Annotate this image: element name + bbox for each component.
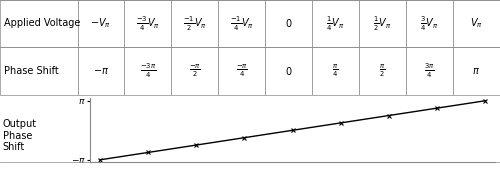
Bar	[265, 0, 312, 47]
Bar	[78, 47, 124, 95]
Text: $0$: $0$	[285, 17, 292, 30]
Bar	[0, 47, 78, 95]
Bar	[312, 0, 359, 47]
Text: $\frac{-\pi}{4}$: $\frac{-\pi}{4}$	[236, 63, 248, 79]
Bar	[406, 0, 452, 47]
Bar	[218, 47, 265, 95]
Text: $\frac{\pi}{4}$: $\frac{\pi}{4}$	[332, 63, 338, 79]
Text: $-\pi$: $-\pi$	[93, 66, 109, 76]
Bar	[312, 47, 359, 95]
Bar	[172, 47, 218, 95]
Text: $V_{\pi}$: $V_{\pi}$	[470, 17, 482, 30]
Text: $\frac{1}{4}V_{\pi}$: $\frac{1}{4}V_{\pi}$	[326, 14, 344, 33]
Text: $\frac{-1}{4}V_{\pi}$: $\frac{-1}{4}V_{\pi}$	[230, 14, 254, 33]
Text: Output
Phase
Shift: Output Phase Shift	[2, 119, 36, 152]
Bar	[452, 47, 500, 95]
Bar	[265, 47, 312, 95]
Bar	[124, 0, 172, 47]
Bar	[452, 0, 500, 47]
Bar	[172, 0, 218, 47]
Text: $\frac{3\pi}{4}$: $\frac{3\pi}{4}$	[424, 62, 434, 80]
Text: $\frac{-1}{2}V_{\pi}$: $\frac{-1}{2}V_{\pi}$	[182, 14, 207, 33]
Bar	[0, 0, 78, 47]
Text: $\frac{-3\pi}{4}$: $\frac{-3\pi}{4}$	[140, 62, 156, 80]
Text: $\frac{\pi}{2}$: $\frac{\pi}{2}$	[379, 63, 386, 79]
Bar	[124, 47, 172, 95]
Text: Applied Voltage: Applied Voltage	[4, 18, 80, 29]
Bar	[359, 0, 406, 47]
Text: $\frac{-\pi}{2}$: $\frac{-\pi}{2}$	[189, 63, 200, 79]
Text: $\frac{3}{4}V_{\pi}$: $\frac{3}{4}V_{\pi}$	[420, 14, 438, 33]
Text: $0$: $0$	[285, 65, 292, 77]
Bar	[218, 0, 265, 47]
Text: $-V_{\pi}$: $-V_{\pi}$	[90, 17, 112, 30]
Text: $\frac{-3}{4}V_{\pi}$: $\frac{-3}{4}V_{\pi}$	[136, 14, 160, 33]
Text: $\pi$: $\pi$	[472, 66, 480, 76]
Bar	[406, 47, 452, 95]
Bar	[78, 0, 124, 47]
Text: Phase Shift: Phase Shift	[4, 66, 59, 76]
Text: $\frac{1}{2}V_{\pi}$: $\frac{1}{2}V_{\pi}$	[373, 14, 392, 33]
Bar	[359, 47, 406, 95]
